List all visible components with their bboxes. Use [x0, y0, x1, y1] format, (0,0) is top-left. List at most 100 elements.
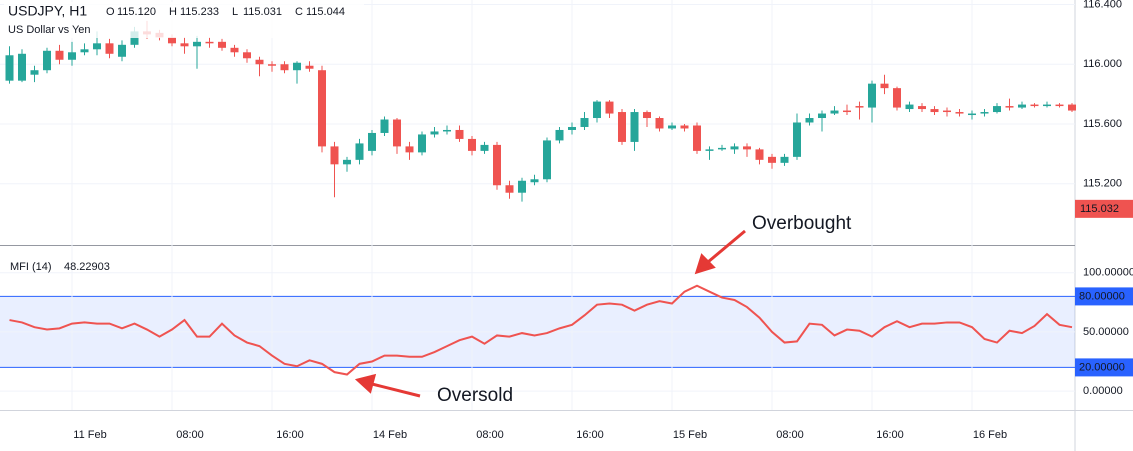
candle-body — [605, 101, 614, 114]
labels: 116.400 116.000 115.600 115.200 115.032 USDJP… — [4, 0, 1133, 441]
candle-body — [930, 109, 939, 113]
candle-body — [180, 43, 189, 47]
candle-body — [505, 185, 514, 193]
candle-body — [1055, 104, 1064, 107]
x-tick-label: 16:00 — [576, 429, 604, 441]
x-tick-label: 14 Feb — [373, 429, 407, 441]
candle-body — [218, 41, 226, 48]
candle-body — [130, 31, 139, 45]
candle-body — [368, 132, 376, 151]
candle-body — [518, 180, 526, 193]
candle-body — [1030, 104, 1039, 107]
annotation: Oversold — [437, 385, 513, 406]
arrow-head — [354, 373, 377, 394]
candle-body — [455, 129, 464, 139]
candle-body — [680, 125, 689, 129]
grid — [0, 0, 1075, 410]
candle-body — [918, 106, 926, 110]
indicator-value: 48.22903 — [64, 261, 110, 273]
candle-body — [280, 64, 289, 71]
candle-body — [718, 147, 726, 150]
ohlc-key: H — [169, 6, 177, 18]
candle-body — [755, 149, 764, 160]
candle-body — [205, 41, 214, 44]
candle-body — [293, 62, 301, 71]
y-tick-label: 116.400 — [1083, 0, 1122, 10]
candle-body — [1018, 104, 1026, 108]
candle-body — [68, 52, 76, 60]
candle-body — [480, 144, 489, 151]
candle-body — [355, 143, 364, 160]
candle-body — [468, 138, 476, 151]
annotation: Overbought — [752, 213, 852, 234]
candle-body — [105, 43, 114, 54]
legend-bg — [4, 2, 364, 38]
annotation-arrows — [354, 229, 746, 398]
y-tick-label: 116.000 — [1083, 58, 1122, 70]
candle-body — [255, 59, 264, 65]
candle-body — [980, 112, 989, 114]
candle-body — [643, 112, 651, 119]
y-tick-label: 50.00000 — [1083, 326, 1129, 338]
candle-body — [830, 110, 839, 114]
last-price-box — [1075, 199, 1133, 218]
candle-body — [968, 113, 976, 116]
candle-body — [305, 65, 314, 69]
y-tick-label: 115.600 — [1083, 118, 1122, 130]
candle-body — [118, 44, 126, 57]
candle-body — [380, 119, 389, 133]
candle-body — [443, 129, 451, 132]
ohlc-value: 115.031 — [243, 6, 282, 18]
candle-body — [618, 112, 626, 142]
candle-body — [80, 49, 89, 53]
ohlc-key: L — [232, 6, 238, 18]
candle-body — [530, 179, 539, 183]
candle-body — [893, 88, 901, 108]
arrow — [707, 229, 746, 264]
symbol-subtitle: US Dollar vs Yen — [8, 24, 91, 36]
x-tick-label: 15 Feb — [673, 429, 707, 441]
x-tick-label: 08:00 — [476, 429, 504, 441]
ohlc-key: C — [295, 6, 303, 18]
candle-body — [430, 131, 439, 135]
candle-body — [393, 119, 401, 147]
ohlc-value: 115.120 — [117, 6, 156, 18]
candle-body — [1005, 106, 1014, 108]
candle-body — [593, 101, 601, 119]
band-label: 20.00000 — [1079, 361, 1125, 373]
candle-body — [343, 159, 351, 165]
candle-body — [18, 53, 26, 81]
candle-body — [655, 118, 664, 129]
candle-body — [243, 52, 251, 59]
candle-body — [168, 37, 176, 44]
candle-body — [905, 104, 914, 110]
x-tick-label: 16:00 — [876, 429, 904, 441]
candle-body — [1043, 104, 1051, 107]
candle-body — [805, 118, 814, 123]
band-label: 80.00000 — [1079, 290, 1125, 302]
symbol-title: USDJPY, H1 — [8, 3, 87, 19]
candle-body — [780, 156, 789, 163]
last-price-label: 115.032 — [1080, 203, 1119, 215]
candle-body — [880, 83, 889, 89]
candle-body — [568, 126, 576, 130]
candle-body — [630, 112, 639, 142]
candle-body — [330, 146, 339, 165]
candle-body — [230, 47, 239, 53]
candle-body — [268, 64, 276, 66]
arrow-head — [694, 253, 716, 275]
candle-body — [868, 83, 876, 108]
ohlc-value: 115.044 — [306, 6, 345, 18]
candle-body — [993, 106, 1001, 113]
x-tick-label: 08:00 — [176, 429, 204, 441]
x-tick-label: 16:00 — [276, 429, 304, 441]
band-label-box — [1075, 287, 1133, 306]
candle-body — [743, 146, 751, 150]
candle-body — [405, 146, 414, 153]
candle-body — [55, 50, 64, 60]
candle-body — [793, 122, 801, 157]
candle-body — [843, 110, 851, 113]
x-tick-label: 08:00 — [776, 429, 804, 441]
